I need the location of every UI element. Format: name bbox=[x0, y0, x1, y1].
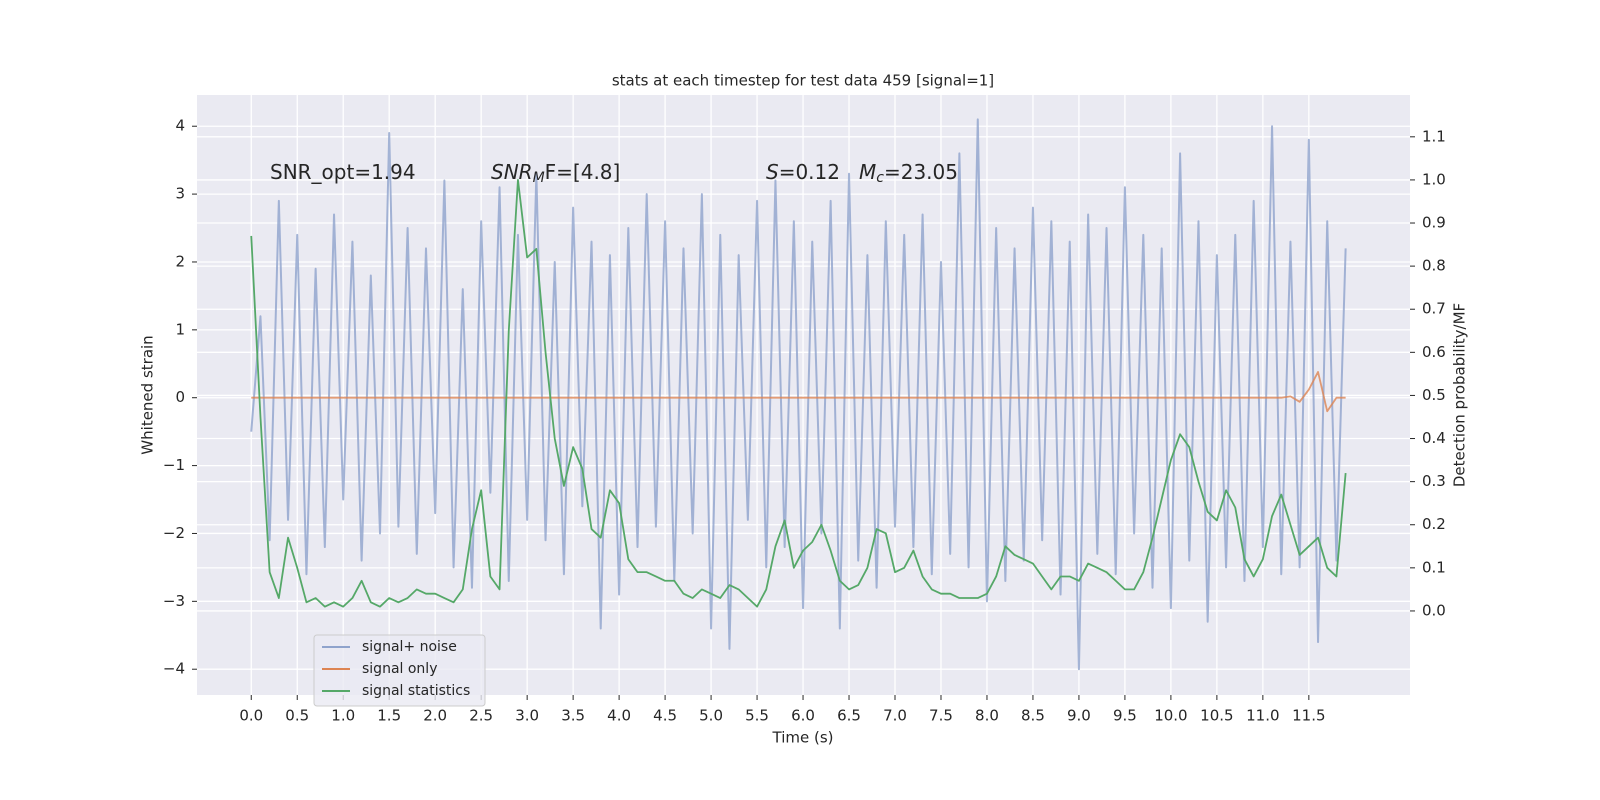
annotation-italic: SNR bbox=[491, 160, 533, 184]
x-tick-label: 1.0 bbox=[331, 707, 355, 725]
annotation-sub: M bbox=[533, 170, 545, 186]
annotation-sub: c bbox=[876, 170, 884, 186]
series-line bbox=[251, 371, 1346, 413]
annotation-text: SNR_opt=1.94 bbox=[270, 160, 416, 184]
y-tick-label: −1 bbox=[163, 456, 185, 474]
x-tick-label: 2.5 bbox=[469, 707, 493, 725]
y2-axis-label: Detection probability/MF bbox=[1451, 303, 1469, 487]
x-tick-label: 5.5 bbox=[745, 707, 769, 725]
y2-tick-label: 0.0 bbox=[1422, 601, 1446, 619]
legend-label: signal statistics bbox=[362, 683, 470, 699]
y-tick-label: 2 bbox=[175, 252, 185, 270]
legend bbox=[313, 634, 486, 707]
y-axis-label: Whitened strain bbox=[139, 335, 157, 454]
x-tick-label: 1.5 bbox=[377, 707, 401, 725]
y2-tick-label: 1.1 bbox=[1422, 127, 1446, 145]
y2-tick-label: 0.9 bbox=[1422, 214, 1446, 232]
y2-tick-label: 0.7 bbox=[1422, 300, 1446, 318]
y2-tick-label: 0.8 bbox=[1422, 257, 1446, 275]
y-tick-label: −3 bbox=[163, 592, 185, 610]
y-tick-label: −4 bbox=[163, 660, 185, 678]
series-line bbox=[250, 179, 1347, 608]
x-tick-label: 5.0 bbox=[699, 707, 723, 725]
x-tick-label: 4.5 bbox=[653, 707, 677, 725]
annotation: SNR_opt=1.94 bbox=[270, 160, 416, 184]
x-tick-label: 8.5 bbox=[1021, 707, 1045, 725]
x-tick-label: 7.0 bbox=[883, 707, 907, 725]
annotation: S=0.12 bbox=[766, 160, 840, 184]
annotation-text: =23.05 bbox=[884, 160, 958, 184]
x-axis-label: Time (s) bbox=[772, 729, 834, 747]
y2-tick-label: 1.0 bbox=[1422, 170, 1446, 188]
annotation-italic: S bbox=[766, 160, 779, 184]
y-tick-label: 1 bbox=[175, 320, 185, 338]
y2-tick-label: 0.3 bbox=[1422, 472, 1446, 490]
y2-tick-label: 0.1 bbox=[1422, 558, 1446, 576]
y-tick-label: 3 bbox=[175, 185, 185, 203]
x-tick-label: 6.5 bbox=[837, 707, 861, 725]
y-tick-label: 0 bbox=[175, 388, 185, 406]
x-tick-label: 6.0 bbox=[791, 707, 815, 725]
x-tick-label: 4.0 bbox=[607, 707, 631, 725]
x-tick-label: 10.5 bbox=[1200, 707, 1233, 725]
y2-tick-label: 0.2 bbox=[1422, 515, 1446, 533]
annotation: Mc=23.05 bbox=[859, 160, 958, 187]
chart-title: stats at each timestep for test data 459… bbox=[612, 72, 994, 90]
x-tick-label: 8.0 bbox=[975, 707, 999, 725]
legend-label: signal+ noise bbox=[362, 639, 457, 655]
x-tick-label: 7.5 bbox=[929, 707, 953, 725]
x-tick-label: 9.0 bbox=[1067, 707, 1091, 725]
x-tick-label: 0.0 bbox=[239, 707, 263, 725]
x-tick-label: 2.0 bbox=[423, 707, 447, 725]
x-tick-label: 9.5 bbox=[1113, 707, 1137, 725]
annotation: SNRMF=[4.8] bbox=[491, 160, 620, 187]
x-tick-label: 11.0 bbox=[1246, 707, 1279, 725]
x-tick-label: 11.5 bbox=[1292, 707, 1325, 725]
annotation-text: =0.12 bbox=[779, 160, 840, 184]
x-tick-label: 3.5 bbox=[561, 707, 585, 725]
annotation-italic: M bbox=[859, 160, 876, 184]
series-line bbox=[250, 118, 1347, 671]
legend-label: signal only bbox=[362, 661, 437, 677]
y-tick-label: −2 bbox=[163, 524, 185, 542]
y2-tick-label: 0.5 bbox=[1422, 386, 1446, 404]
y2-tick-label: 0.6 bbox=[1422, 343, 1446, 361]
y-tick-label: 4 bbox=[175, 117, 185, 135]
annotation-text: F=[4.8] bbox=[545, 160, 621, 184]
x-tick-label: 0.5 bbox=[285, 707, 309, 725]
x-tick-label: 3.0 bbox=[515, 707, 539, 725]
y2-tick-label: 0.4 bbox=[1422, 429, 1446, 447]
x-tick-label: 10.0 bbox=[1154, 707, 1187, 725]
